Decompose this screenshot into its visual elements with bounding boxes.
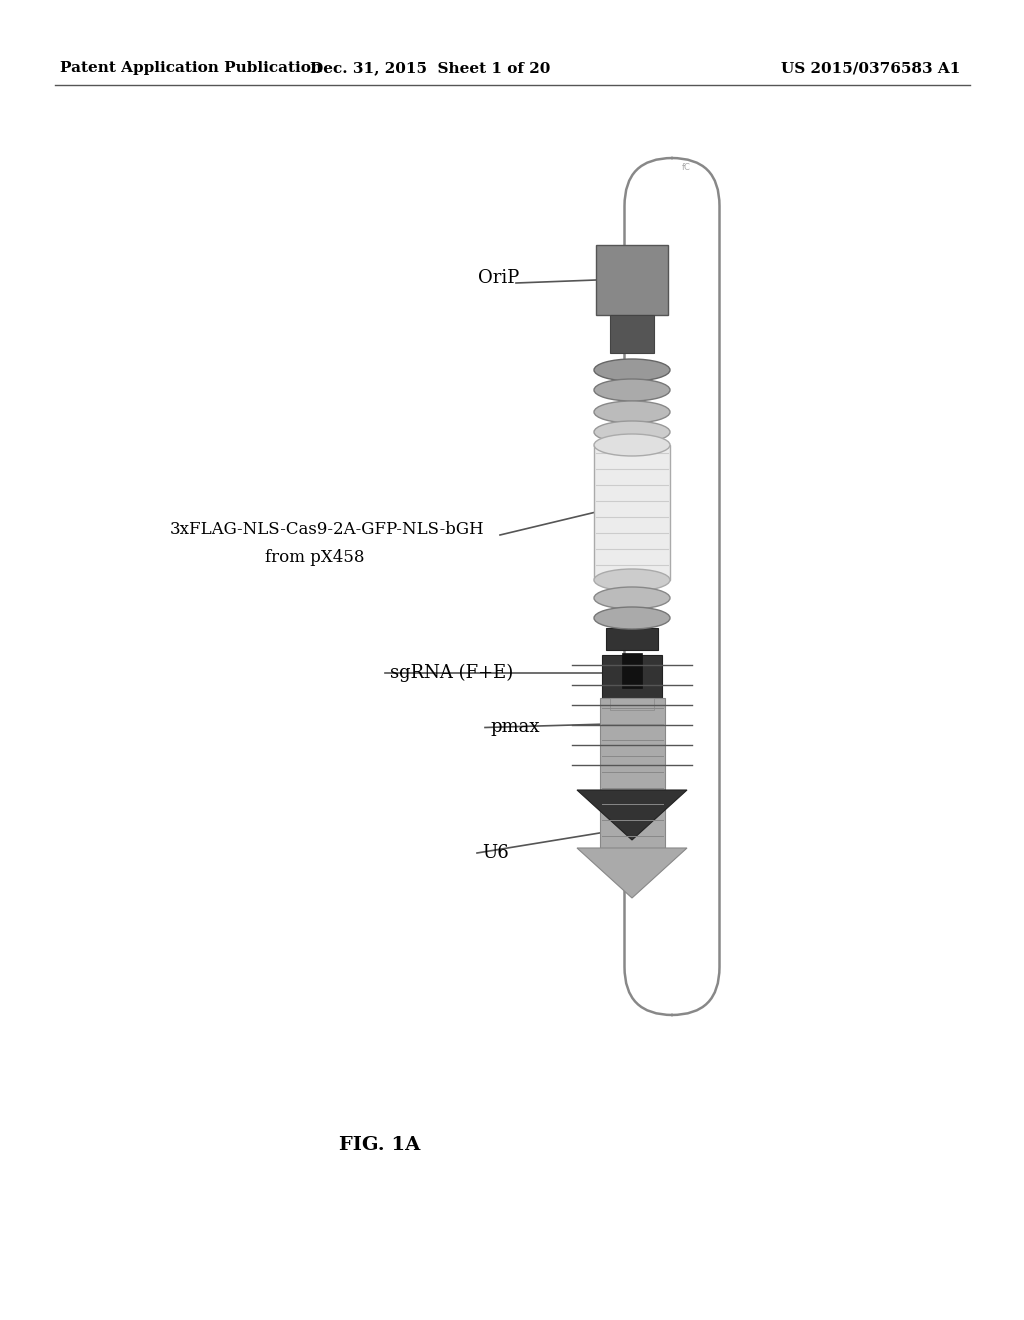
- Text: from pX458: from pX458: [265, 549, 365, 566]
- Ellipse shape: [594, 359, 670, 381]
- Text: FIG. 1A: FIG. 1A: [339, 1137, 421, 1154]
- Text: US 2015/0376583 A1: US 2015/0376583 A1: [780, 61, 961, 75]
- Polygon shape: [577, 789, 687, 840]
- Text: U6: U6: [482, 843, 509, 862]
- Text: 3xFLAG-NLS-Cas9-2A-GFP-NLS-bGH: 3xFLAG-NLS-Cas9-2A-GFP-NLS-bGH: [170, 521, 484, 539]
- Bar: [594, 445, 670, 579]
- Text: sgRNA (F+E): sgRNA (F+E): [390, 664, 513, 682]
- Ellipse shape: [594, 401, 670, 422]
- Text: pmax: pmax: [490, 718, 540, 737]
- Bar: [599, 698, 665, 847]
- Bar: [610, 698, 654, 710]
- Ellipse shape: [594, 607, 670, 630]
- Ellipse shape: [594, 569, 670, 591]
- Ellipse shape: [594, 379, 670, 401]
- Bar: [606, 628, 658, 649]
- FancyBboxPatch shape: [625, 158, 720, 1015]
- Ellipse shape: [594, 587, 670, 609]
- Bar: [596, 246, 668, 315]
- Bar: [610, 315, 654, 352]
- Bar: [602, 655, 662, 789]
- Polygon shape: [577, 847, 687, 898]
- Text: fC: fC: [682, 164, 691, 173]
- Text: Patent Application Publication: Patent Application Publication: [60, 61, 322, 75]
- Ellipse shape: [594, 421, 670, 444]
- Text: OriP: OriP: [478, 269, 519, 286]
- Bar: [622, 653, 642, 688]
- Ellipse shape: [594, 434, 670, 455]
- Text: Dec. 31, 2015  Sheet 1 of 20: Dec. 31, 2015 Sheet 1 of 20: [310, 61, 550, 75]
